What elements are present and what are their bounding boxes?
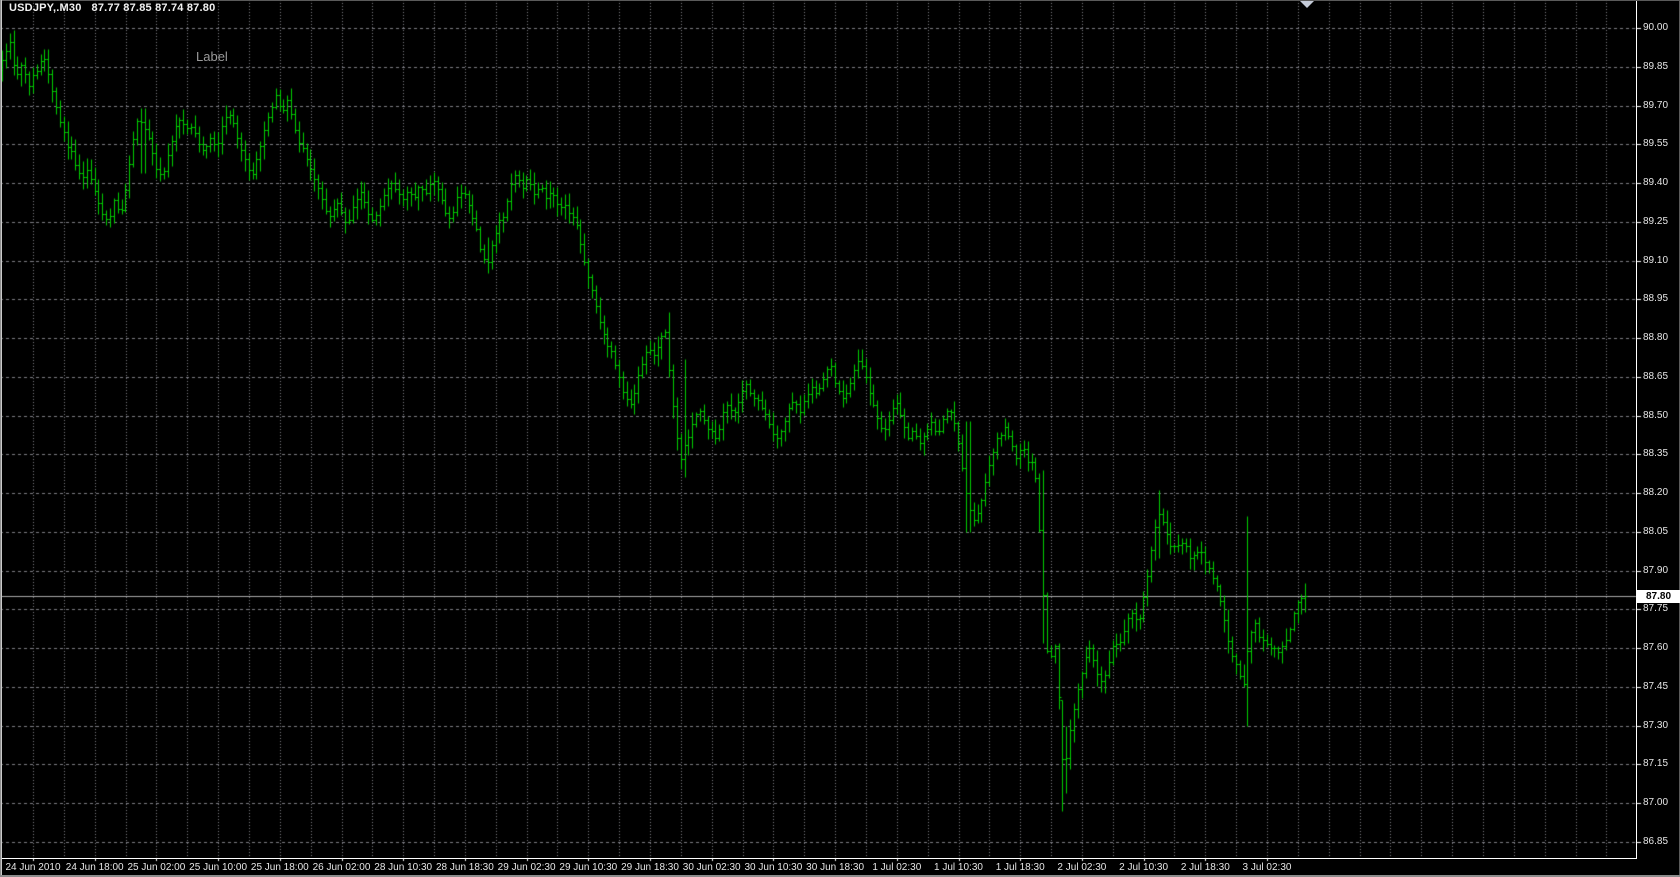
time-axis-label: 26 Jun 02:00 bbox=[312, 862, 371, 873]
time-axis-label: 2 Jul 02:30 bbox=[1057, 862, 1107, 873]
time-axis-label: 28 Jun 18:30 bbox=[435, 862, 494, 873]
window-border-bottom[interactable] bbox=[0, 875, 1680, 877]
chart-title-ohlc: USDJPY,.M30 87.77 87.85 87.74 87.80 bbox=[9, 2, 215, 16]
window-border-left bbox=[0, 0, 2, 877]
time-axis-label: 29 Jun 02:30 bbox=[497, 862, 556, 873]
price-axis-label: 90.00 bbox=[1643, 22, 1669, 33]
price-axis-label: 89.10 bbox=[1643, 254, 1669, 266]
price-axis-label: 86.85 bbox=[1643, 835, 1669, 847]
time-axis-label: 2 Jul 10:30 bbox=[1119, 862, 1169, 873]
price-axis-label: 87.60 bbox=[1643, 642, 1669, 653]
time-axis-label: 30 Jun 10:30 bbox=[744, 862, 803, 873]
chart-text-object[interactable]: Label bbox=[196, 49, 228, 64]
price-axis-label: 87.00 bbox=[1643, 797, 1669, 808]
time-axis-border bbox=[0, 858, 1637, 859]
price-axis[interactable]: 90.00 89.85 89.70 89.55 89.40 89.25 89.10 88.95… bbox=[1637, 0, 1680, 858]
window-border-top bbox=[0, 0, 1680, 1]
ohlc-values: 87.77 87.85 87.74 87.80 bbox=[91, 2, 216, 14]
price-axis-label: 88.95 bbox=[1643, 293, 1669, 305]
time-axis-label: 24 Jun 2010 bbox=[5, 862, 61, 873]
time-axis-label: 29 Jun 10:30 bbox=[559, 862, 618, 873]
time-axis-label: 25 Jun 18:00 bbox=[250, 862, 309, 873]
price-axis-border bbox=[1636, 0, 1637, 858]
price-axis-label: 88.65 bbox=[1643, 370, 1669, 382]
current-price-tag: 87.80 bbox=[1637, 590, 1680, 603]
price-axis-label: 88.35 bbox=[1643, 448, 1669, 460]
time-axis-label: 30 Jun 18:30 bbox=[806, 862, 865, 873]
price-axis-label: 89.40 bbox=[1643, 177, 1669, 188]
symbol-period-label: USDJPY,.M30 bbox=[9, 2, 82, 14]
time-axis-label: 1 Jul 18:30 bbox=[995, 862, 1045, 873]
price-axis-label: 87.90 bbox=[1643, 564, 1669, 576]
time-axis-label: 28 Jun 10:30 bbox=[374, 862, 433, 873]
price-axis-label: 89.55 bbox=[1643, 138, 1669, 150]
price-axis-label: 88.05 bbox=[1643, 525, 1669, 537]
time-axis-label: 1 Jul 10:30 bbox=[934, 862, 983, 873]
price-axis-label: 88.50 bbox=[1643, 409, 1669, 421]
price-axis-label: 87.15 bbox=[1643, 758, 1669, 770]
time-axis-label: 25 Jun 10:00 bbox=[189, 862, 248, 873]
chart-shift-triangle-icon[interactable] bbox=[1300, 1, 1314, 8]
price-axis-label: 88.80 bbox=[1643, 332, 1669, 343]
price-axis-label: 89.70 bbox=[1643, 99, 1669, 111]
time-axis[interactable]: 24 Jun 2010 24 Jun 18:00 25 Jun 02:00 25 Ju… bbox=[0, 859, 1680, 875]
time-axis-label: 30 Jun 02:30 bbox=[682, 862, 741, 873]
price-axis-label: 89.85 bbox=[1643, 60, 1669, 72]
time-axis-label: 3 Jul 02:30 bbox=[1242, 862, 1292, 873]
price-axis-label: 88.20 bbox=[1643, 487, 1669, 498]
price-axis-label: 87.75 bbox=[1643, 603, 1669, 615]
time-axis-label: 1 Jul 02:30 bbox=[872, 862, 922, 873]
price-axis-label: 87.30 bbox=[1643, 719, 1669, 731]
price-axis-label: 87.45 bbox=[1643, 680, 1669, 692]
time-axis-label: 29 Jun 18:30 bbox=[621, 862, 679, 873]
time-axis-label: 24 Jun 18:00 bbox=[65, 862, 124, 873]
time-axis-label: 25 Jun 02:00 bbox=[127, 862, 186, 873]
time-axis-label: 2 Jul 18:30 bbox=[1180, 862, 1230, 873]
price-axis-label: 89.25 bbox=[1643, 215, 1669, 227]
